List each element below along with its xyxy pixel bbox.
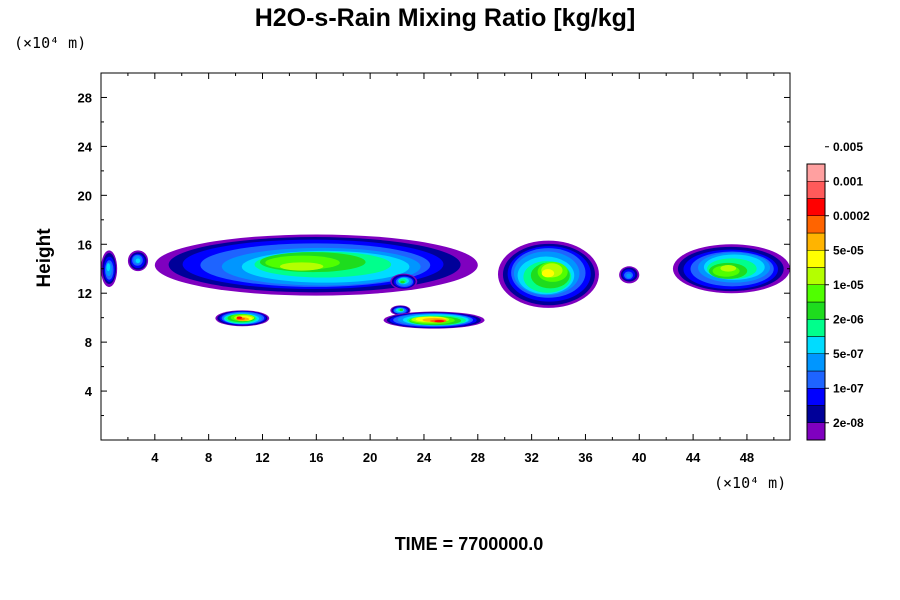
field-feature — [215, 310, 270, 327]
x-tick-label: 28 — [471, 450, 485, 465]
contour-level — [434, 319, 445, 323]
y-tick-label: 28 — [78, 90, 92, 105]
x-tick-label: 20 — [363, 450, 377, 465]
plot-frame — [100, 72, 791, 441]
chart-title: H2O-s-Rain Mixing Ratio [kg/kg] — [255, 4, 636, 32]
legend-label: 0.005 — [833, 140, 863, 154]
x-tick-label: 44 — [686, 450, 701, 465]
y-axis-label: Height — [34, 228, 55, 288]
x-axis: 4 8 12 16 20 24 28 32 36 40 44 48 — [127, 73, 775, 465]
legend-swatch — [806, 405, 826, 423]
y-tick-label: 16 — [78, 237, 92, 252]
y-tick-label: 20 — [78, 188, 92, 203]
legend-swatch — [806, 181, 826, 199]
legend-swatch — [806, 388, 826, 406]
legend-frame — [806, 163, 826, 441]
x-tick-label: 32 — [524, 450, 538, 465]
contour-level — [279, 262, 324, 271]
legend-swatch — [806, 422, 826, 441]
contour-level — [236, 316, 243, 319]
field-feature — [127, 250, 149, 272]
x-tick-label: 48 — [740, 450, 754, 465]
legend-label: 1e-07 — [833, 381, 864, 395]
contour-level — [720, 265, 737, 272]
legend-swatch — [806, 370, 826, 389]
contour-level — [106, 263, 111, 272]
y-tick-label: 24 — [78, 139, 93, 154]
legend-label: 5e-05 — [833, 243, 864, 257]
legend-label: 5e-07 — [833, 347, 864, 361]
y-axis: 4 8 12 16 20 24 28 — [78, 90, 790, 417]
x-tick-label: 16 — [309, 450, 323, 465]
x-tick-label: 4 — [151, 450, 159, 465]
legend-label: 0.001 — [833, 174, 863, 188]
field-feature — [383, 311, 485, 329]
legend-swatch — [806, 163, 826, 182]
contour-level — [541, 269, 555, 278]
field-feature — [154, 234, 478, 296]
field-feature — [101, 250, 118, 288]
time-label: TIME = 7700000.0 — [395, 534, 544, 554]
legend-swatch — [806, 336, 826, 354]
y-unit-label: (×10⁴ m) — [14, 34, 86, 52]
x-tick-label: 24 — [417, 450, 432, 465]
legend-swatch — [806, 319, 826, 337]
legend-swatch — [806, 232, 826, 251]
y-tick-label: 8 — [85, 335, 92, 350]
x-tick-label: 8 — [205, 450, 212, 465]
field-feature — [497, 240, 599, 308]
legend-label: 2e-08 — [833, 416, 864, 430]
legend-label: 2e-06 — [833, 312, 864, 326]
legend-swatch — [806, 267, 826, 285]
y-tick-label: 4 — [85, 384, 93, 399]
data-field — [101, 234, 790, 329]
field-feature — [672, 244, 790, 294]
legend-swatch — [806, 198, 826, 216]
x-unit-label: (×10⁴ m) — [714, 474, 786, 492]
legend-swatch — [806, 284, 826, 303]
y-tick-label: 12 — [78, 286, 92, 301]
plot-area — [100, 72, 791, 441]
contour-level — [626, 273, 632, 279]
contour-level — [399, 308, 403, 312]
legend-swatch — [806, 301, 826, 320]
legend-swatch — [806, 250, 826, 268]
color-legend: 2e-08 1e-07 5e-07 2e-06 1e-05 5e-05 0.0002 0.00… — [806, 140, 870, 441]
legend-swatch — [806, 215, 826, 234]
x-tick-label: 40 — [632, 450, 646, 465]
legend-swatch — [806, 353, 826, 372]
field-feature — [390, 305, 411, 316]
x-tick-label: 36 — [578, 450, 592, 465]
legend-label: 1e-05 — [833, 278, 864, 292]
x-tick-label: 12 — [255, 450, 269, 465]
field-feature — [619, 266, 640, 284]
field-feature — [390, 273, 418, 290]
contour-level — [135, 258, 141, 263]
contour-level — [400, 280, 405, 284]
legend-label: 0.0002 — [833, 209, 870, 223]
